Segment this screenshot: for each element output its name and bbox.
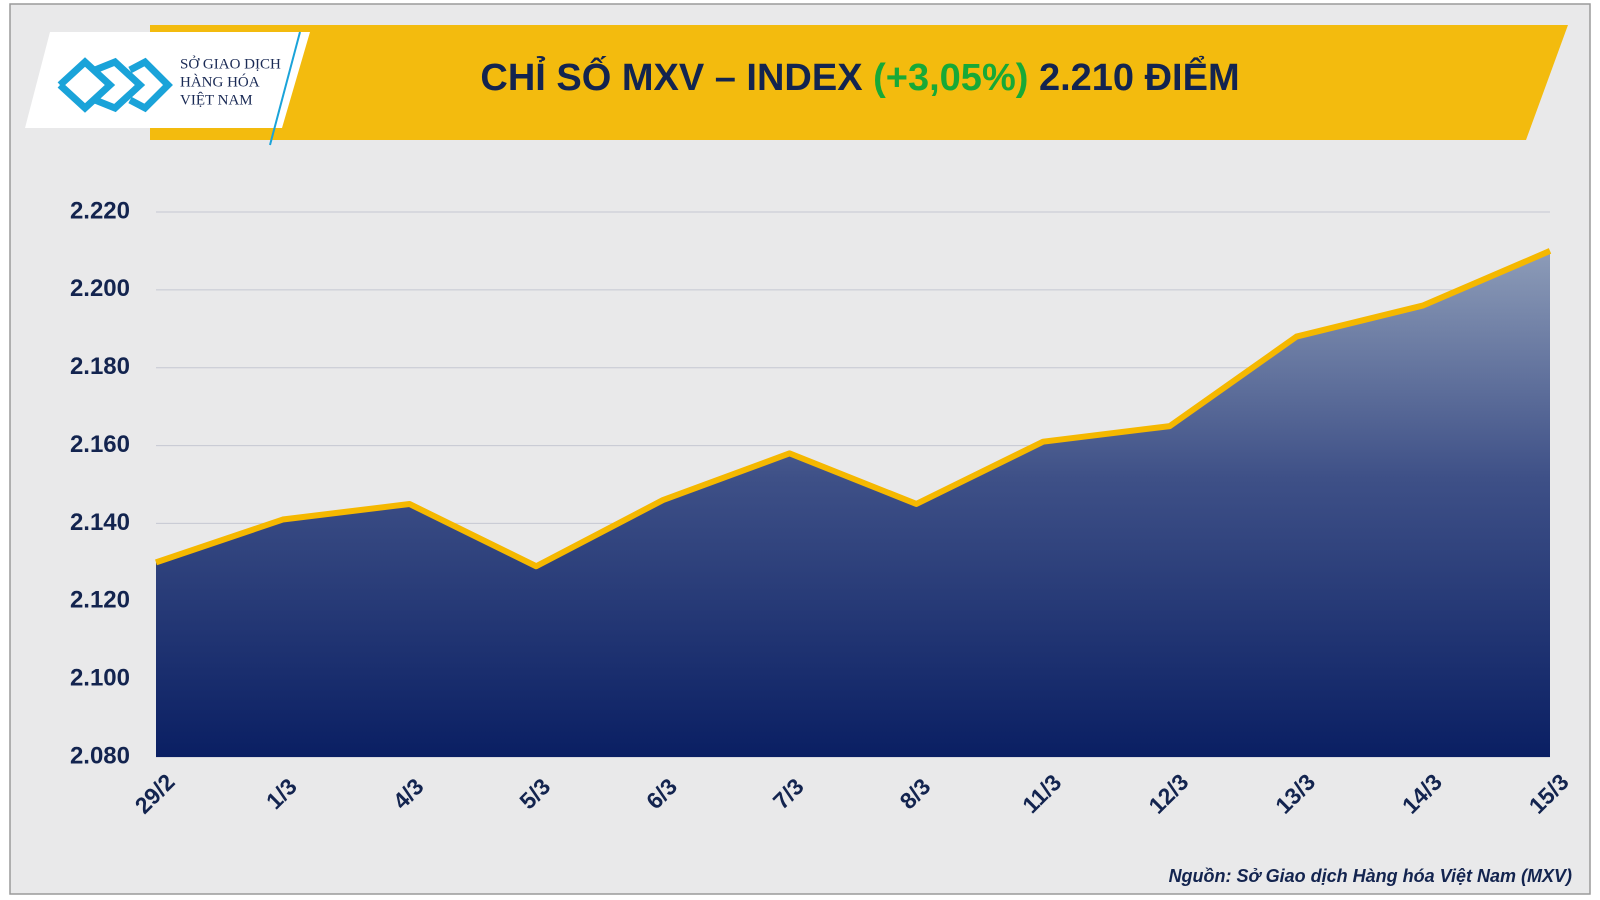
title-main: CHỈ SỐ MXV – INDEX <box>480 54 863 99</box>
y-tick-label: 2.200 <box>70 275 130 302</box>
logo-text: SỞ GIAO DỊCH <box>180 55 281 72</box>
chart-title: CHỈ SỐ MXV – INDEX (+3,05%) 2.210 ĐIỂM <box>480 54 1239 99</box>
line <box>155 248 1552 570</box>
title-change: (+3,05%) <box>873 57 1028 99</box>
logo-accent <box>269 31 301 146</box>
y-tick-label: 2.160 <box>70 431 130 458</box>
y-tick-label: 2.080 <box>70 742 130 769</box>
logo-mark <box>57 57 173 113</box>
y-tick-label: 2.120 <box>70 587 130 614</box>
logo-text: VIỆT NAM <box>180 91 253 108</box>
y-tick-label: 2.140 <box>70 509 130 536</box>
y-tick-label: 2.180 <box>70 353 130 380</box>
y-tick-label: 2.220 <box>70 197 130 224</box>
source-note: Nguồn: Sở Giao dịch Hàng hóa Việt Nam (M… <box>1169 866 1572 886</box>
logo-text: HÀNG HÓA <box>180 73 260 90</box>
title-value: 2.210 ĐIỂM <box>1039 54 1240 99</box>
area <box>156 250 1550 757</box>
y-tick-label: 2.100 <box>70 664 130 691</box>
title-banner <box>150 25 1568 140</box>
